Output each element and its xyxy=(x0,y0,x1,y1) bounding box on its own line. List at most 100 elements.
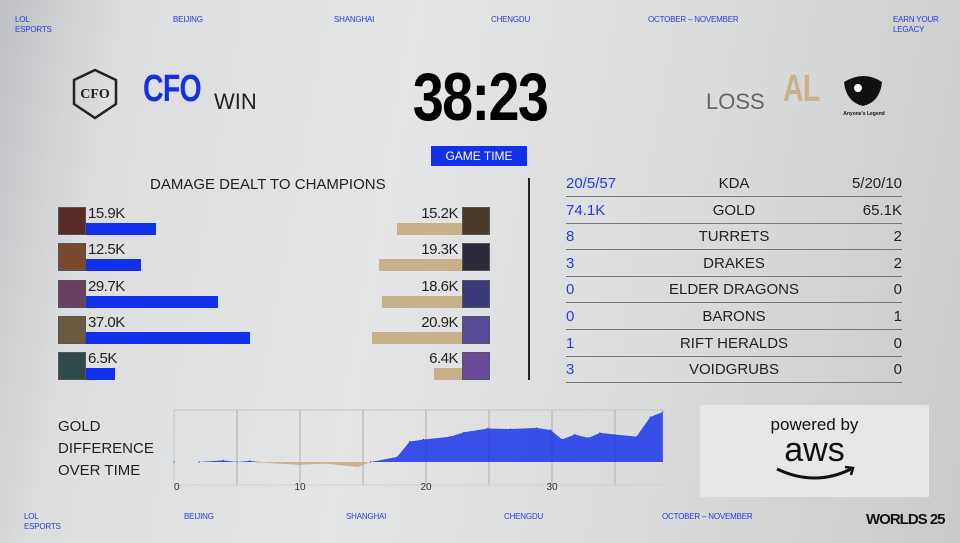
stat-row: 1 RIFT HERALDS 0 xyxy=(566,331,902,357)
stat-label: GOLD xyxy=(712,201,756,219)
right-damage-value: 20.9K xyxy=(421,314,458,331)
gold-data-point xyxy=(222,459,224,461)
left-damage-bar xyxy=(86,223,157,235)
footer-shanghai: SHANGHAI xyxy=(346,512,387,521)
gold-chart-title: GOLD DIFFERENCE OVER TIME xyxy=(58,416,154,482)
nav-lol-esports: LOL ESPORTS xyxy=(15,15,52,34)
gold-data-point xyxy=(396,456,398,458)
footer-dates: OCTOBER – NOVEMBER xyxy=(662,512,753,521)
stat-row: 0 BARONS 1 xyxy=(566,304,902,330)
gold-title-line: DIFFERENCE xyxy=(58,440,154,457)
svg-text:Anyone's Legend: Anyone's Legend xyxy=(843,111,884,117)
left-damage-value: 37.0K xyxy=(88,314,125,331)
champion-portrait xyxy=(462,316,490,344)
left-damage-bar xyxy=(86,332,250,344)
stat-row: 8 TURRETS 2 xyxy=(566,224,902,251)
right-damage-bar xyxy=(434,368,462,380)
gold-difference-chart: 0 10 20 30 xyxy=(173,409,666,493)
gold-data-point xyxy=(249,460,251,462)
left-team-result: WIN xyxy=(214,89,257,114)
gold-data-point xyxy=(409,441,411,443)
champion-portrait xyxy=(462,352,490,380)
stat-label: DRAKES xyxy=(703,254,765,272)
left-damage-bar xyxy=(86,296,218,308)
right-team-name: AL xyxy=(783,68,820,110)
svg-text:CFO: CFO xyxy=(80,87,110,102)
gold-data-point xyxy=(422,438,425,441)
gold-data-point xyxy=(574,433,576,436)
left-damage-value: 29.7K xyxy=(88,278,125,295)
right-damage-value: 18.6K xyxy=(421,278,458,295)
damage-title: DAMAGE DEALT TO CHAMPIONS xyxy=(150,176,386,193)
aws-sponsor: powered by aws xyxy=(700,405,929,497)
powered-by-text: powered by xyxy=(770,415,859,434)
gold-data-point xyxy=(298,464,300,466)
stat-label: TURRETS xyxy=(698,228,770,246)
stat-label: BARONS xyxy=(702,308,766,325)
right-stat-value: 2 xyxy=(893,254,902,272)
x-tick-label: 10 xyxy=(294,482,306,493)
gold-data-point xyxy=(369,461,372,463)
stat-label: ELDER DRAGONS xyxy=(668,281,800,299)
right-damage-bar xyxy=(382,296,462,308)
gold-data-point xyxy=(536,427,538,429)
game-time-label: GAME TIME xyxy=(431,146,527,166)
left-stat-value: 1 xyxy=(566,334,575,352)
left-damage-value: 12.5K xyxy=(88,241,125,258)
right-stat-value: 5/20/10 xyxy=(851,175,902,192)
stat-row: 3 VOIDGRUBS 0 xyxy=(566,357,902,384)
champion-portrait xyxy=(462,207,490,235)
divider xyxy=(528,178,530,380)
stat-label: RIFT HERALDS xyxy=(679,334,789,352)
footer-lol-esports: LOL ESPORTS xyxy=(24,512,61,531)
gold-data-point xyxy=(561,438,563,441)
right-team-result: LOSS xyxy=(706,89,765,114)
gold-lead-area xyxy=(174,412,663,462)
left-stat-value: 3 xyxy=(566,254,575,272)
nav-shanghai: SHANGHAI xyxy=(334,15,375,24)
nav-earn-legacy: EARN YOUR LEGACY xyxy=(893,15,939,34)
footer-beijing: BEIJING xyxy=(184,512,214,521)
gold-title-line: OVER TIME xyxy=(58,462,141,479)
left-team-name: CFO xyxy=(143,68,202,110)
right-damage-bar xyxy=(379,259,462,271)
x-tick-label: 0 xyxy=(174,482,180,493)
nav-chengdu: CHENGDU xyxy=(491,15,531,24)
gold-data-point xyxy=(357,466,359,468)
stat-row: 74.1K GOLD 65.1K xyxy=(566,198,902,224)
left-damage-value: 15.9K xyxy=(88,205,125,222)
right-stat-value: 0 xyxy=(893,281,902,299)
left-stat-value: 0 xyxy=(566,281,575,299)
champion-portrait xyxy=(58,280,86,308)
stat-row: 0 ELDER DRAGONS 0 xyxy=(566,277,902,304)
right-damage-bar xyxy=(372,332,462,344)
right-stat-value: 65.1K xyxy=(862,201,902,219)
gold-data-point xyxy=(463,431,465,433)
game-timer: 38:23 xyxy=(412,59,549,135)
champion-portrait xyxy=(462,243,490,271)
left-stat-value: 3 xyxy=(566,361,575,379)
gold-data-point xyxy=(173,461,175,463)
gold-title-line: GOLD xyxy=(58,418,101,435)
champion-portrait xyxy=(462,280,490,308)
left-damage-bar xyxy=(86,259,142,271)
worlds-logo: WORLDS 25 xyxy=(866,511,946,528)
right-damage-value: 6.4K xyxy=(429,350,458,367)
footer-chengdu: CHENGDU xyxy=(504,512,544,521)
right-damage-value: 19.3K xyxy=(421,241,458,258)
gold-data-point xyxy=(236,461,238,463)
stat-row: 20/5/57 KDA 5/20/10 xyxy=(566,171,902,197)
gold-data-point xyxy=(198,461,200,463)
x-tick-label: 20 xyxy=(420,482,432,493)
left-stat-value: 20/5/57 xyxy=(566,175,617,192)
left-damage-bar xyxy=(86,368,115,380)
aws-smile-icon xyxy=(775,465,855,480)
left-damage-value: 6.5K xyxy=(88,350,117,367)
gold-data-point xyxy=(259,461,261,464)
cfo-logo: CFO xyxy=(68,68,122,120)
left-stat-value: 74.1K xyxy=(566,201,606,219)
gold-data-point xyxy=(449,436,451,438)
gold-data-point xyxy=(662,411,664,413)
right-damage-value: 15.2K xyxy=(421,205,458,222)
gold-data-point xyxy=(587,437,590,439)
